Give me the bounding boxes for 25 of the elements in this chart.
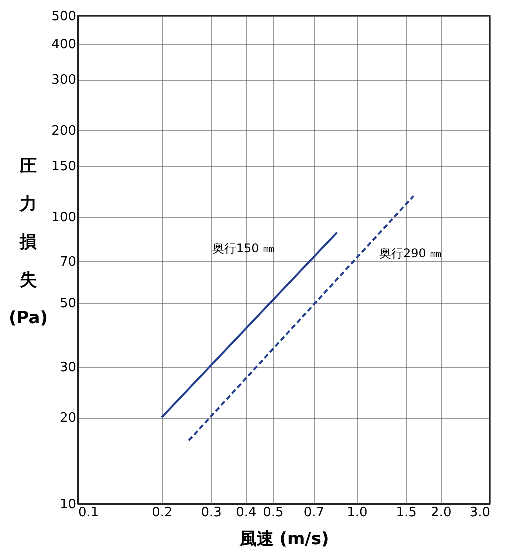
x-tick-label: 0.5 (263, 506, 284, 520)
y-tick-label: 200 (52, 124, 76, 139)
y-tick-label: 300 (52, 73, 76, 88)
x-tick-label: 3.0 (470, 506, 490, 520)
annotation: 奥行150 ㎜ (212, 241, 276, 256)
x-tick-label: 0.1 (78, 506, 100, 520)
y-tick-label: 50 (60, 296, 76, 312)
annotation: 奥行290 ㎜ (379, 246, 442, 260)
y-tick-label: 20 (60, 411, 76, 426)
x-tick-label: 0.4 (236, 506, 257, 520)
x-tick-label: 0.3 (201, 506, 222, 520)
x-tick-label: 0.2 (152, 506, 173, 520)
y-tick-label: 30 (60, 360, 76, 376)
x-tick-label: 2.0 (431, 506, 452, 520)
y-tick-label: 400 (52, 37, 76, 52)
y-tick-label: 70 (60, 254, 76, 270)
y-tick-label: 150 (52, 160, 76, 175)
x-tick-label: 0.7 (304, 506, 325, 520)
y-tick-label: 10 (60, 498, 76, 512)
x-axis-title: 風速 (m/s) (238, 530, 330, 550)
y-tick-label: 500 (52, 10, 76, 24)
x-tick-label: 1.0 (347, 506, 368, 520)
y-axis-title: 圧力損失(Pa) (8, 156, 48, 328)
x-tick-label: 1.5 (396, 506, 417, 520)
y-tick-label: 100 (52, 210, 76, 226)
